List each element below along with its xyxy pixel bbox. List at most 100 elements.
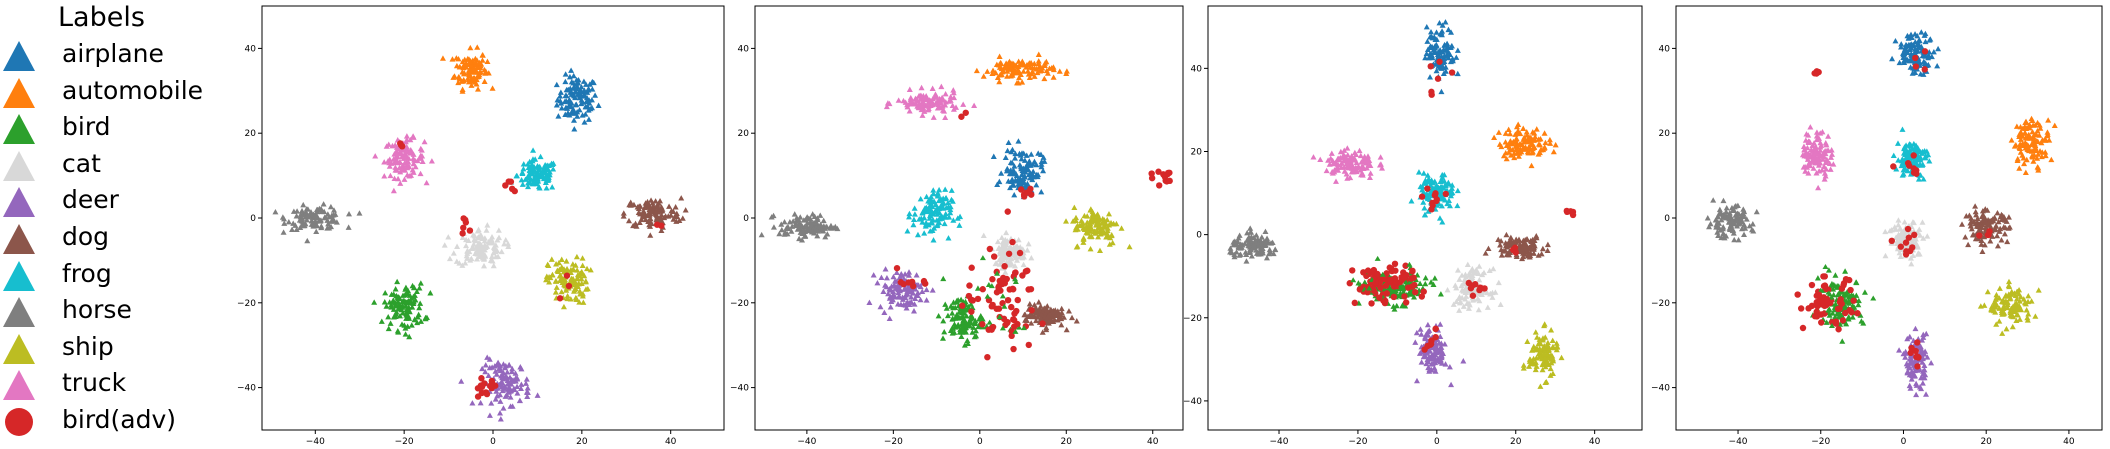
- x-tick-label: 0: [490, 437, 496, 447]
- x-tick-label: −40: [306, 437, 325, 447]
- point-horse: [303, 213, 310, 220]
- point-truck: [386, 163, 393, 169]
- point-deer: [886, 315, 893, 321]
- point-deer: [902, 285, 909, 291]
- point-bird-adv: [563, 272, 571, 279]
- point-airplane: [1438, 88, 1445, 95]
- point-horse: [1726, 219, 1733, 225]
- point-airplane: [1033, 182, 1040, 188]
- point-deer: [1913, 391, 1920, 398]
- point-ship: [2012, 292, 2019, 299]
- point-bird: [1374, 255, 1381, 261]
- point-airplane: [587, 105, 594, 112]
- point-bird-adv: [1890, 163, 1897, 170]
- point-automobile: [456, 64, 463, 70]
- x-tick-label: 40: [2063, 437, 2075, 447]
- point-ship: [2025, 311, 2032, 317]
- point-bird-adv: [397, 141, 405, 149]
- point-deer: [896, 274, 903, 281]
- point-frog: [1425, 176, 1432, 182]
- point-frog: [930, 217, 937, 223]
- point-automobile: [1508, 152, 1515, 158]
- point-frog: [921, 230, 928, 236]
- point-dog: [1033, 317, 1040, 324]
- point-frog: [549, 161, 556, 167]
- point-ship: [2025, 292, 2032, 299]
- point-airplane: [1920, 71, 1927, 77]
- point-dog: [1028, 310, 1035, 317]
- point-horse: [1227, 245, 1234, 251]
- point-horse: [316, 217, 323, 223]
- point-bird-adv: [1797, 305, 1805, 312]
- point-bird: [1379, 271, 1386, 277]
- point-automobile: [2022, 169, 2029, 175]
- points-layer: [1227, 19, 1577, 389]
- point-deer: [482, 362, 489, 368]
- point-truck: [1329, 170, 1336, 176]
- point-dog: [1995, 218, 2002, 225]
- point-bird: [395, 301, 402, 308]
- point-bird-adv: [1912, 54, 1919, 62]
- point-ship: [1100, 228, 1107, 235]
- point-automobile: [1020, 68, 1027, 74]
- point-airplane: [1425, 54, 1432, 61]
- point-deer: [506, 361, 513, 368]
- point-bird-adv: [488, 377, 496, 385]
- point-horse: [1749, 221, 1756, 227]
- point-frog: [914, 231, 921, 238]
- point-deer: [534, 392, 541, 398]
- point-deer: [908, 294, 915, 300]
- point-horse: [1739, 218, 1746, 225]
- points-layer: [272, 44, 689, 422]
- point-horse: [1714, 229, 1721, 235]
- point-ship: [1981, 302, 1988, 308]
- legend-triangle-icon: [3, 297, 35, 328]
- point-airplane: [1432, 36, 1439, 43]
- point-horse: [1746, 223, 1753, 229]
- point-bird-adv: [1028, 307, 1035, 314]
- point-deer: [912, 286, 919, 292]
- point-airplane: [1040, 154, 1047, 160]
- point-airplane: [1927, 36, 1934, 42]
- point-truck: [942, 90, 949, 97]
- point-automobile: [1015, 58, 1022, 64]
- point-frog: [943, 194, 950, 201]
- point-horse: [1262, 228, 1269, 235]
- point-deer: [479, 365, 486, 372]
- point-dog: [1998, 216, 2005, 223]
- point-cat: [1900, 229, 1907, 236]
- point-deer: [913, 272, 920, 278]
- point-automobile: [2029, 128, 2036, 135]
- point-horse: [783, 225, 790, 231]
- point-ship: [1096, 247, 1103, 254]
- point-cat: [1476, 297, 1483, 304]
- point-bird: [999, 293, 1006, 299]
- point-dog: [1038, 311, 1045, 318]
- legend-label: frog: [62, 258, 112, 288]
- point-deer: [502, 393, 509, 399]
- point-airplane: [1423, 23, 1430, 30]
- point-ship: [1095, 217, 1102, 223]
- point-bird-adv: [1409, 267, 1416, 275]
- point-airplane: [1007, 184, 1014, 191]
- point-bird: [943, 305, 950, 311]
- point-automobile: [1016, 74, 1023, 81]
- point-cat: [1471, 269, 1478, 276]
- point-deer: [1438, 354, 1445, 361]
- point-automobile: [1528, 140, 1535, 146]
- x-tick-label: 40: [665, 437, 677, 447]
- point-airplane: [581, 119, 588, 125]
- point-horse: [1712, 217, 1719, 223]
- point-airplane: [1015, 138, 1022, 144]
- point-dog: [666, 203, 673, 209]
- point-frog: [930, 190, 937, 197]
- point-dog: [1037, 303, 1044, 309]
- point-frog: [1446, 202, 1453, 209]
- point-airplane: [1441, 55, 1448, 62]
- point-bird: [1406, 261, 1413, 267]
- legend-triangle-icon: [3, 260, 35, 291]
- point-automobile: [2022, 135, 2029, 141]
- point-bird: [959, 324, 966, 330]
- point-bird: [955, 321, 962, 328]
